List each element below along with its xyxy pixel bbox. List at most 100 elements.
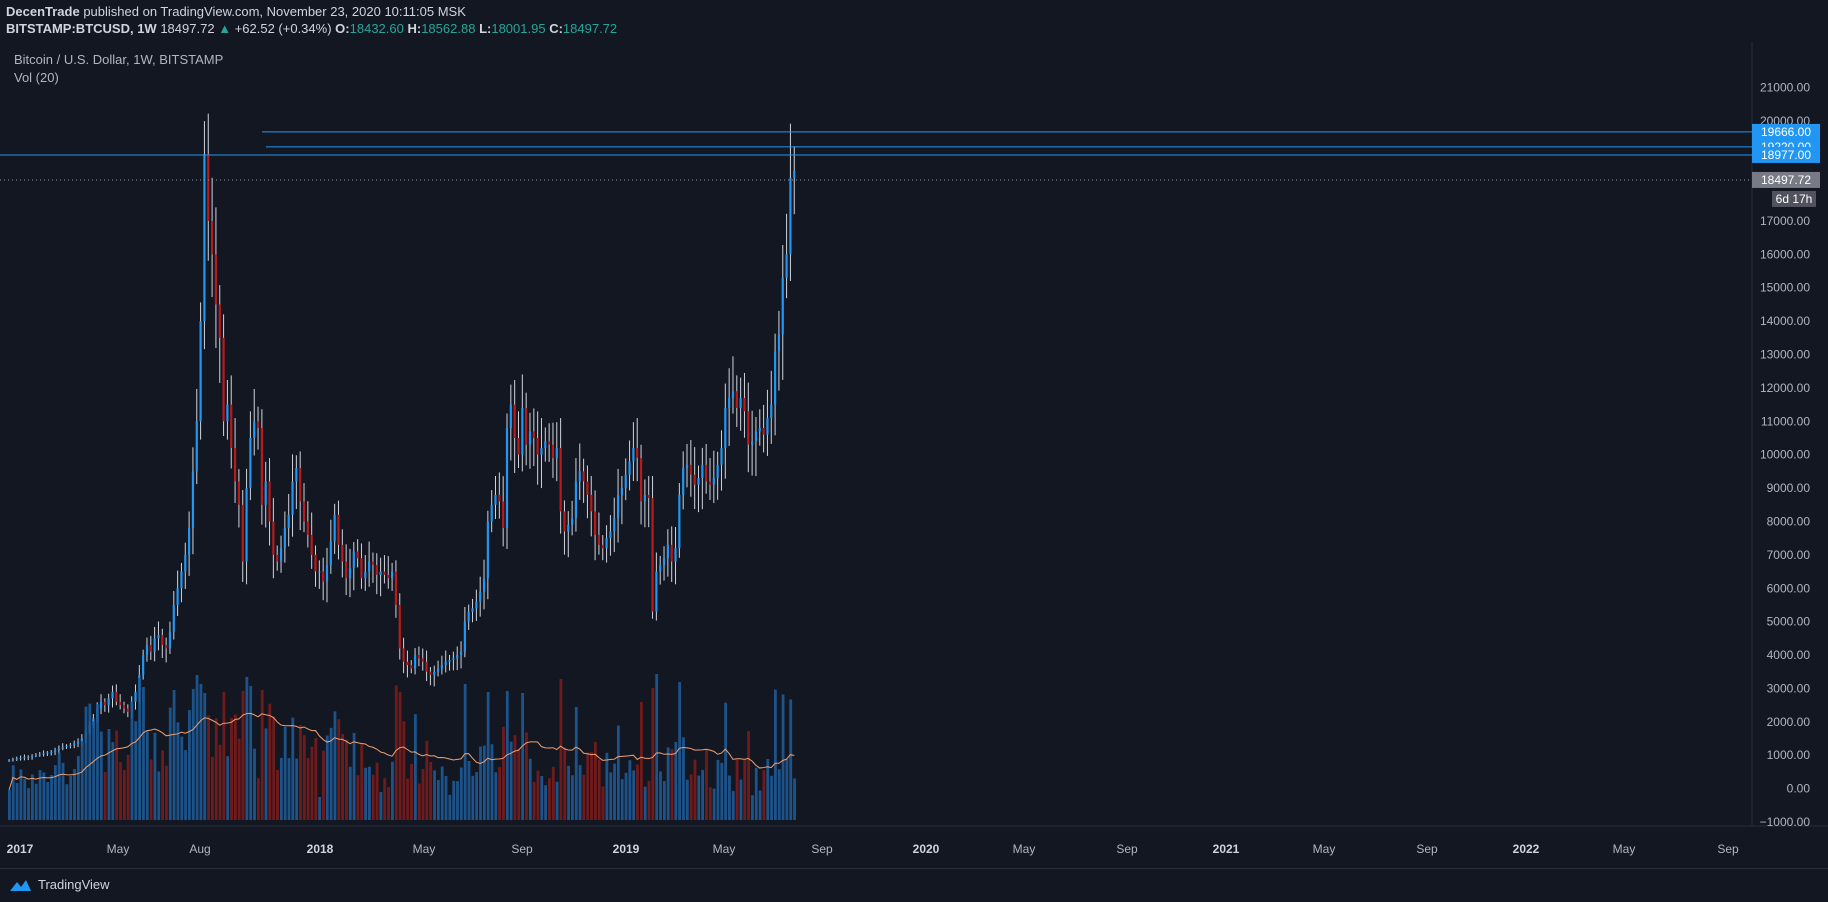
candle-up — [142, 655, 145, 676]
volume-bar — [743, 760, 747, 820]
symbol-title[interactable]: Bitcoin / U.S. Dollar, 1W, BITSTAMP — [14, 52, 224, 67]
candle-up — [191, 471, 195, 529]
candle-up — [643, 494, 646, 502]
x-tick-label: Sep — [1116, 842, 1138, 856]
candle-up — [682, 468, 685, 495]
candle-up — [203, 154, 206, 322]
candle-down — [743, 397, 746, 412]
candle-down — [398, 604, 401, 649]
candle-down — [551, 444, 555, 459]
volume-bar — [191, 689, 195, 820]
x-tick-label: 2022 — [1513, 842, 1540, 856]
volume-bar — [456, 781, 459, 820]
tradingview-logo[interactable]: TradingView — [8, 877, 110, 892]
candle-up — [697, 478, 700, 485]
volume-bar — [103, 772, 107, 820]
y-tick-label: 5000.00 — [1767, 615, 1811, 629]
candle-down — [161, 635, 164, 646]
volume-bar — [364, 767, 367, 820]
candle-down — [310, 534, 313, 555]
candle-up — [609, 531, 612, 539]
candle-up — [459, 651, 463, 656]
volume-bar — [325, 735, 329, 820]
price-chart[interactable]: 21000.0020000.0017000.0016000.0015000.00… — [0, 42, 1828, 868]
volume-indicator-title[interactable]: Vol (20) — [14, 70, 59, 85]
volume-bar — [249, 686, 253, 820]
volume-bar — [383, 778, 387, 820]
ohlc-line: BITSTAMP:BTCUSD, 1W 18497.72 ▲ +62.52 (+… — [6, 21, 617, 36]
x-tick-label: Sep — [1717, 842, 1739, 856]
volume-bar — [662, 781, 666, 820]
volume-bar — [99, 731, 103, 820]
candle-down — [383, 571, 386, 575]
author-name[interactable]: DecenTrade — [6, 4, 80, 19]
candle-up — [754, 431, 758, 442]
volume-bar — [574, 706, 578, 820]
volume-bar — [609, 772, 613, 820]
candle-up — [295, 468, 298, 482]
candle-down — [747, 411, 750, 445]
candle-up — [226, 404, 229, 422]
volume-bar — [119, 762, 122, 820]
volume-bar — [682, 737, 685, 820]
volume-bar — [758, 790, 762, 820]
candle-down — [417, 655, 421, 659]
candle-down — [122, 705, 126, 709]
candle-up — [544, 441, 547, 449]
candle-up — [279, 548, 283, 562]
price-level-tag — [1752, 146, 1820, 163]
y-tick-label: −1000.00 — [1760, 815, 1811, 829]
candle-up — [57, 748, 60, 751]
volume-bar — [789, 699, 793, 820]
candle-up — [781, 277, 784, 335]
candle-down — [237, 481, 240, 505]
volume-bar — [398, 692, 402, 820]
candle-up — [153, 638, 156, 652]
volume-bar — [306, 758, 310, 820]
volume-bar — [287, 758, 291, 820]
volume-bar — [498, 767, 502, 820]
volume-bar — [724, 702, 728, 820]
volume-bar — [502, 726, 505, 820]
candle-up — [134, 691, 137, 702]
volume-bar — [544, 785, 547, 820]
candle-down — [429, 671, 432, 676]
volume-bar — [207, 715, 210, 820]
volume-bar — [647, 781, 651, 820]
candle-up — [172, 604, 175, 632]
volume-bar — [27, 788, 30, 820]
y-tick-label: 1000.00 — [1767, 748, 1811, 762]
x-tick-label: Sep — [1416, 842, 1438, 856]
candle-down — [210, 220, 214, 255]
candle-up — [65, 745, 68, 747]
candle-up — [739, 397, 742, 408]
candle-up — [30, 755, 34, 757]
volume-bar — [168, 707, 172, 820]
last-price-tag — [1752, 171, 1820, 188]
volume-bar — [356, 775, 360, 820]
candle-down — [593, 511, 597, 535]
candle-down — [705, 464, 708, 482]
candle-up — [145, 645, 149, 656]
candle-up — [728, 397, 731, 408]
volume-bar — [517, 748, 521, 820]
volume-bar — [582, 774, 586, 820]
symbol-label: BITSTAMP:BTCUSD, 1W — [6, 21, 157, 36]
candle-down — [272, 521, 275, 555]
volume-bar — [659, 771, 662, 820]
volume-bar — [655, 674, 659, 820]
volume-bar — [256, 778, 260, 820]
volume-bar — [226, 756, 230, 820]
price-level-label: 18977.00 — [1761, 148, 1811, 162]
volume-bar — [613, 763, 616, 820]
volume-bar — [636, 764, 639, 820]
volume-bar — [19, 769, 23, 820]
volume-bar — [425, 740, 429, 820]
volume-bar — [471, 775, 475, 820]
candle-down — [126, 708, 129, 712]
candle-up — [555, 448, 558, 459]
volume-bar — [421, 769, 425, 820]
candle-up — [731, 391, 735, 398]
volume-bar — [651, 688, 655, 820]
candle-down — [410, 665, 413, 669]
